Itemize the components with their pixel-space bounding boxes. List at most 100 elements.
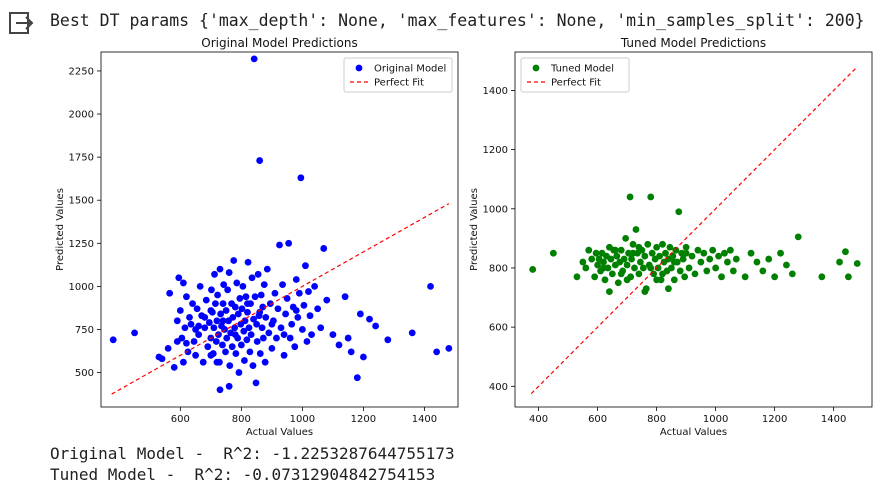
chart1-xtick-label: 800 bbox=[232, 414, 251, 425]
chart1-point bbox=[253, 320, 261, 328]
chart1-point bbox=[173, 317, 181, 325]
chart1-point bbox=[225, 382, 233, 390]
chart2-point bbox=[626, 193, 634, 201]
output-arrow-icon[interactable] bbox=[7, 9, 35, 37]
chart2-point bbox=[788, 270, 796, 278]
chart1-ytick-label: 500 bbox=[75, 368, 94, 379]
chart1-point bbox=[195, 331, 203, 339]
chart1-point bbox=[427, 282, 434, 290]
chart2-point bbox=[718, 273, 725, 281]
chart1-point bbox=[192, 326, 199, 333]
chart1-point bbox=[175, 274, 183, 282]
chart2-ylabel: Predicted Values bbox=[469, 188, 480, 271]
chart2-point bbox=[628, 255, 635, 263]
chart2-point bbox=[771, 273, 779, 281]
chart2-point bbox=[842, 248, 849, 256]
chart2-point bbox=[844, 273, 852, 281]
chart1-point bbox=[283, 295, 291, 302]
chart2-point bbox=[573, 273, 581, 281]
chart1-point bbox=[235, 369, 243, 376]
chart1-point bbox=[228, 343, 236, 351]
chart2-point bbox=[606, 288, 613, 296]
chart1-point bbox=[323, 296, 331, 304]
chart2-point bbox=[647, 193, 655, 201]
chart1-point bbox=[220, 281, 228, 289]
chart2-point bbox=[623, 261, 631, 269]
chart1-point bbox=[241, 317, 249, 325]
chart2-title: Tuned Model Predictions bbox=[620, 36, 766, 50]
chart1-point bbox=[201, 324, 209, 332]
chart2-point bbox=[611, 246, 619, 254]
chart2-point bbox=[639, 264, 647, 272]
chart1-point bbox=[306, 312, 314, 320]
chart2-point bbox=[715, 252, 722, 260]
chart1-point bbox=[241, 357, 248, 364]
original-model-r2: Original Model - R^2: -1.225328764475517… bbox=[50, 444, 455, 463]
chart1-point bbox=[360, 353, 367, 361]
chart1-point bbox=[187, 320, 195, 328]
chart2-point bbox=[653, 243, 661, 251]
chart2-point bbox=[641, 252, 649, 260]
chart1-point bbox=[232, 350, 240, 357]
chart1-legend-swatch bbox=[355, 64, 363, 72]
chart2-point bbox=[617, 246, 625, 254]
chart1-point bbox=[248, 274, 256, 282]
chart1-point bbox=[308, 331, 315, 339]
chart1-point bbox=[192, 351, 199, 359]
chart1-point bbox=[219, 341, 226, 349]
chart1-point bbox=[190, 338, 198, 345]
chart2-point bbox=[549, 249, 557, 257]
chart1-point bbox=[231, 303, 239, 311]
chart2-xtick-label: 1400 bbox=[821, 414, 846, 425]
chart2-point bbox=[617, 270, 625, 278]
chart2-point bbox=[741, 273, 749, 281]
chart2-point bbox=[732, 255, 740, 263]
chart2-point bbox=[654, 264, 662, 272]
chart2-point bbox=[794, 233, 802, 241]
chart1-point bbox=[207, 351, 215, 359]
chart1-point bbox=[249, 362, 257, 370]
chart2-legend-swatch bbox=[532, 64, 540, 72]
chart2-point bbox=[579, 258, 587, 266]
chart1-point bbox=[212, 338, 220, 345]
chart1-point bbox=[252, 379, 260, 387]
chart1-point bbox=[224, 286, 232, 294]
chart1-point bbox=[239, 282, 247, 290]
chart2-point bbox=[721, 249, 728, 257]
chart1-point bbox=[181, 324, 189, 332]
chart1-point bbox=[353, 374, 361, 382]
chart1-point bbox=[184, 348, 192, 356]
chart1-xtick-label: 600 bbox=[171, 414, 190, 425]
chart2-point bbox=[635, 270, 643, 278]
chart1-legend-label: Original Model bbox=[374, 64, 446, 75]
chart1-point bbox=[335, 341, 343, 349]
chart2-point bbox=[608, 270, 616, 278]
chart2-xlabel: Actual Values bbox=[660, 427, 727, 438]
chart1-point bbox=[384, 336, 392, 344]
chart1-point bbox=[253, 338, 261, 345]
chart1-point bbox=[243, 336, 251, 344]
chart1-point bbox=[282, 310, 290, 318]
chart1-point bbox=[256, 350, 264, 357]
chart2-point bbox=[613, 252, 621, 260]
chart2-point bbox=[726, 246, 734, 254]
chart1-point bbox=[231, 324, 239, 332]
chart1-ytick-label: 1750 bbox=[69, 153, 94, 164]
chart2-point bbox=[688, 252, 696, 260]
chart1-point bbox=[266, 300, 274, 308]
chart2-point bbox=[635, 243, 643, 251]
chart2-point bbox=[706, 255, 714, 263]
chart1-point bbox=[213, 358, 221, 366]
chart2-point bbox=[709, 246, 717, 254]
chart1-point bbox=[244, 258, 252, 266]
chart2-point bbox=[620, 255, 628, 263]
chart2-point bbox=[582, 264, 590, 272]
chart2-point bbox=[622, 234, 630, 242]
chart2-point bbox=[765, 255, 773, 263]
chart1-point bbox=[292, 276, 300, 283]
chart1-point bbox=[279, 281, 286, 289]
chart1-point bbox=[329, 331, 337, 339]
chart1-point bbox=[356, 310, 364, 318]
chart1-point bbox=[372, 322, 380, 330]
chart2-point bbox=[659, 270, 666, 278]
